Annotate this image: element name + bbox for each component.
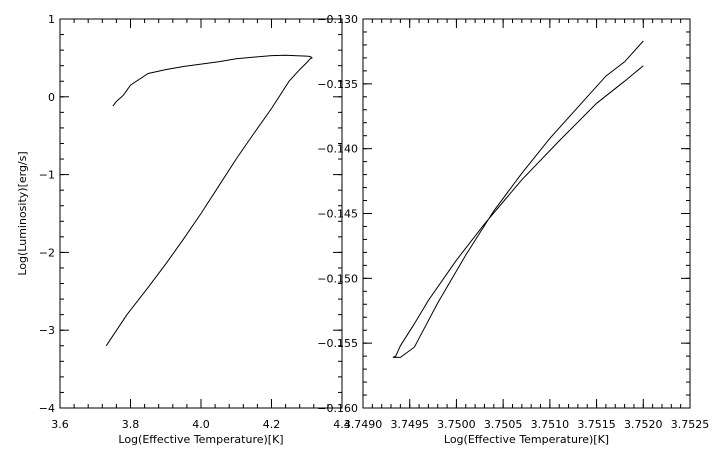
y-tick-label: −2 (39, 246, 55, 259)
x-tick-label: 4.2 (263, 418, 281, 431)
x-tick-label: 3.8 (122, 418, 140, 431)
right-series-line (392, 40, 644, 358)
left-y-axis-title: Log(Luminosity)[erg/s] (16, 151, 29, 275)
x-tick-label: 3.7525 (671, 418, 710, 431)
y-tick-label: −0.130 (317, 13, 358, 26)
right-axis-ticks (362, 18, 691, 409)
y-tick-label: −0.135 (317, 78, 358, 91)
y-tick-label: −0.160 (317, 402, 358, 415)
x-tick-label: 3.7495 (390, 418, 429, 431)
x-tick-label: 3.7520 (624, 418, 663, 431)
right-tick-labels: 3.7490 3.7495 3.7500 3.7505 3.7510 3.7515 3.75… (317, 13, 709, 431)
right-plot-frame (362, 18, 691, 409)
left-tick-labels: 3.6 3.8 4.0 4.2 4.4 −4 −3 −2 −1 0 1 (39, 13, 351, 431)
x-tick-label: 4.4 (333, 418, 351, 431)
y-tick-label: 0 (48, 91, 55, 104)
right-x-axis-title: Log(Effective Temperature)[K] (444, 433, 609, 446)
y-tick-label: −0.145 (317, 208, 358, 221)
y-tick-label: −4 (39, 402, 55, 415)
x-tick-label: 3.7500 (437, 418, 476, 431)
x-tick-label: 4.0 (192, 418, 210, 431)
left-axis-ticks (59, 18, 343, 409)
x-tick-label: 3.7515 (577, 418, 616, 431)
y-tick-label: −0.140 (317, 143, 358, 156)
left-series-line (105, 54, 313, 347)
x-tick-label: 3.6 (51, 418, 69, 431)
x-tick-label: 3.7505 (484, 418, 523, 431)
left-panel: 3.6 3.8 4.0 4.2 4.4 −4 −3 −2 −1 0 1 Log(Effective … (16, 13, 351, 446)
y-tick-label: −0.155 (317, 337, 358, 350)
y-tick-label: −0.150 (317, 272, 358, 285)
x-tick-label: 3.7510 (531, 418, 570, 431)
right-panel: 3.7490 3.7495 3.7500 3.7505 3.7510 3.7515 3.75… (317, 13, 709, 446)
y-tick-label: 1 (48, 13, 55, 26)
x-tick-label: 3.7490 (344, 418, 383, 431)
left-x-axis-title: Log(Effective Temperature)[K] (118, 433, 283, 446)
y-tick-label: −3 (39, 324, 55, 337)
y-tick-label: −1 (39, 169, 55, 182)
